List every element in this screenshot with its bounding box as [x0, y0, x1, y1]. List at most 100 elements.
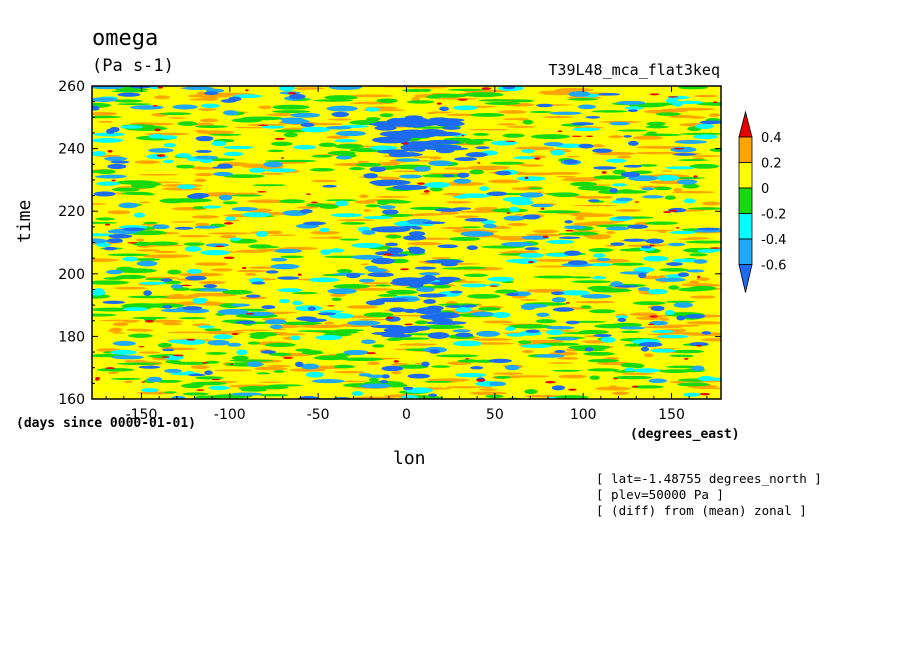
field-speck-red: [223, 256, 235, 259]
field-patch-cyan: [229, 237, 242, 241]
field-patch-blue: [92, 105, 100, 111]
x-tick-label: 50: [486, 407, 504, 423]
field-patch-cyan: [592, 276, 607, 280]
field-patch-lightblue: [563, 225, 586, 230]
field-patch-lightblue: [207, 339, 230, 346]
field-patch-blue: [346, 272, 361, 279]
field-streak-green: [587, 368, 620, 372]
field-streak-orange: [693, 94, 718, 98]
field-patch-blue: [488, 358, 512, 364]
field-patch-lightblue: [471, 311, 495, 317]
field-streak-green: [319, 204, 339, 209]
field-patch-lightblue: [616, 100, 646, 105]
field-streak-orange: [260, 381, 282, 384]
field-patch-lightblue: [673, 302, 693, 308]
field-patch-cyan: [141, 388, 159, 393]
field-patch-blue: [195, 135, 214, 142]
field-speck-red: [667, 96, 679, 98]
field-streak-green: [620, 330, 640, 334]
field-streak-orange: [524, 339, 564, 344]
field-patch-blue: [466, 245, 478, 251]
field-speck-red: [696, 344, 702, 347]
field-patch-blue: [428, 393, 438, 397]
field-streak-green: [709, 148, 721, 152]
field-streak-green: [645, 125, 669, 129]
y-tick-label: 160: [58, 392, 85, 408]
field-streak-orange: [429, 156, 442, 160]
field-patch-lightblue: [358, 278, 375, 283]
field-patch-blue: [445, 305, 463, 308]
field-patch-lightblue: [580, 294, 612, 299]
field-streak-orange: [498, 110, 527, 114]
field-patch-blue: [439, 106, 450, 112]
field-patch-cyan: [516, 176, 546, 182]
field-patch-blue: [564, 250, 581, 256]
field-patch-lightblue: [270, 324, 283, 330]
field-patch-cyan: [184, 246, 202, 252]
field-streak-green: [591, 288, 632, 293]
field-streak-green: [133, 258, 161, 261]
field-patch-cyan: [96, 242, 111, 248]
field-streak-green: [334, 143, 364, 149]
field-speck-red: [386, 316, 394, 320]
field-patch-lightblue: [505, 364, 520, 371]
field-patch-blue: [684, 314, 706, 319]
field-streak-orange: [566, 155, 581, 158]
field-speck-red: [477, 162, 481, 164]
field-patch-lightblue: [500, 241, 535, 247]
field-streak-green: [178, 317, 207, 320]
field-streak-green: [591, 110, 628, 113]
field-patch-cyan: [452, 340, 482, 347]
field-streak-orange: [244, 273, 257, 276]
field-patch-blue: [363, 173, 378, 179]
field-patch-cyan: [293, 144, 317, 150]
field-streak-orange: [360, 263, 369, 266]
field-streak-green: [644, 221, 679, 225]
field-patch-blue: [457, 172, 470, 178]
field-patch-blue: [627, 140, 639, 146]
field-streak-orange: [555, 175, 577, 178]
field-speck-red: [669, 209, 678, 212]
field-patch-cyan: [683, 198, 696, 204]
field-streak-orange: [124, 360, 134, 363]
field-patch-blue: [108, 233, 133, 239]
field-patch-blue: [182, 306, 203, 311]
field-streak-green: [273, 370, 285, 373]
field-speck-red: [366, 352, 377, 355]
field-streak-green: [159, 112, 192, 116]
field-streak-orange: [187, 94, 232, 98]
field-patch-lightblue: [335, 130, 367, 137]
field-streak-green: [665, 300, 695, 303]
field-patch-lightblue: [395, 158, 420, 162]
field-streak-green: [655, 112, 682, 116]
field-patch-cyan: [198, 325, 215, 329]
field-streak-orange: [260, 172, 284, 175]
field-streak-green: [327, 150, 356, 156]
field-streak-green: [365, 117, 381, 122]
field-streak-green: [142, 221, 158, 225]
field-streak-orange: [172, 293, 185, 298]
field-patch-lightblue: [243, 311, 275, 316]
field-patch-lightblue: [351, 254, 383, 260]
field-streak-orange: [210, 268, 233, 272]
field-streak-orange: [267, 234, 297, 236]
field-patch-lightblue: [148, 148, 174, 153]
field-patch-cyan: [454, 307, 472, 313]
field-patch-lightblue: [519, 192, 544, 198]
field-streak-orange: [554, 87, 594, 92]
field-patch-blue: [381, 374, 390, 379]
field-patch-lightblue: [197, 288, 229, 292]
units-label: (Pa s-1): [92, 56, 174, 76]
field-patch-lightblue: [230, 303, 251, 307]
field-patch-lightblue: [94, 174, 126, 179]
field-patch-cyan: [460, 283, 488, 288]
field-streak-orange: [122, 320, 139, 323]
field-patch-cyan: [261, 125, 285, 129]
colorbar: 0.4 0.2 0 -0.2 -0.4 -0.6: [738, 110, 786, 293]
field-patch-cyan: [305, 371, 324, 378]
field-streak-green: [610, 262, 645, 266]
field-patch-cyan: [92, 290, 106, 296]
field-streak-green: [570, 181, 598, 187]
field-speck-red: [505, 140, 516, 142]
field-patch-lightblue: [536, 312, 550, 317]
